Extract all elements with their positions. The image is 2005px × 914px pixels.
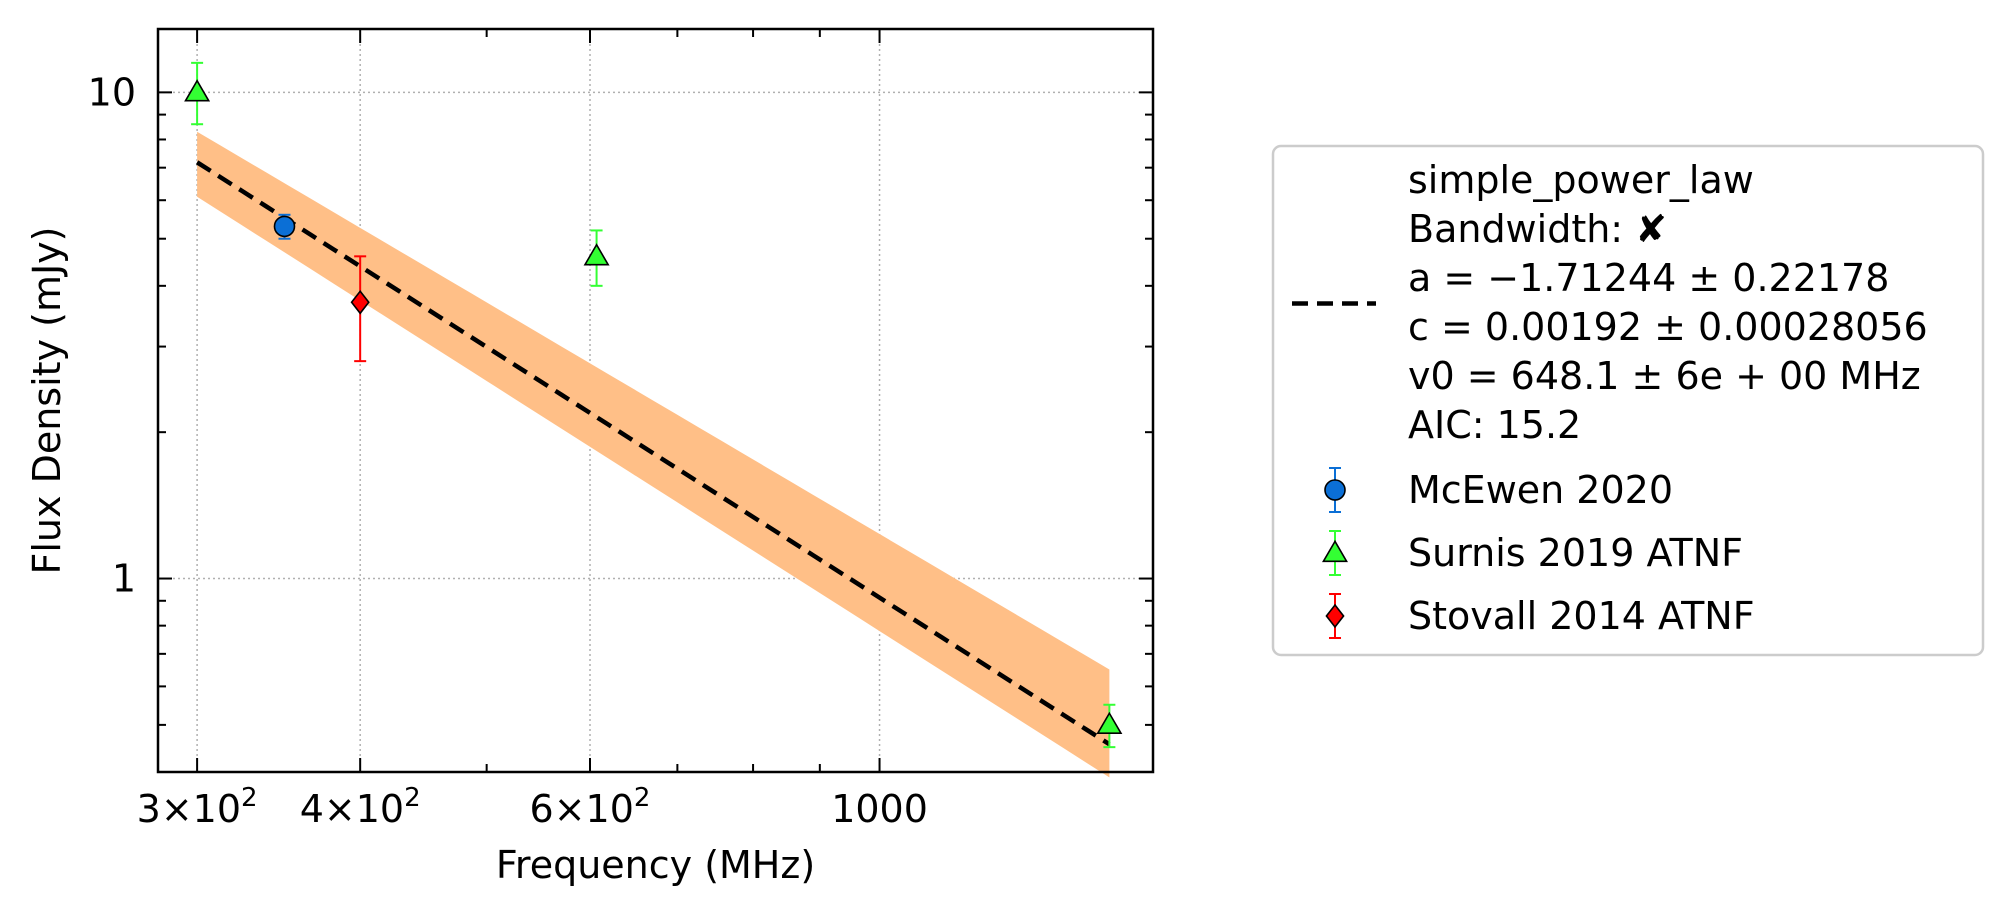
data-points	[184, 61, 1123, 749]
fit-line	[195, 160, 1111, 747]
legend-series-label: Stovall 2014 ATNF	[1408, 594, 1755, 638]
fit-uncertainty-band	[197, 131, 1110, 778]
data-point	[583, 243, 610, 266]
legend-marker	[1325, 603, 1345, 629]
y-tick-label: 1	[112, 557, 136, 601]
y-tick-label: 10	[88, 70, 136, 114]
axis-ticks	[158, 29, 1153, 773]
data-point	[1096, 711, 1123, 735]
legend-fit-name: simple_power_law	[1408, 158, 1754, 202]
x-tick-label: 3×102	[137, 783, 258, 831]
data-point	[184, 79, 211, 102]
data-point	[273, 215, 296, 238]
x-axis-label: Frequency (MHz)	[496, 843, 815, 887]
legend-marker	[1324, 479, 1346, 501]
legend-marker	[1322, 539, 1348, 563]
x-tick-label: 4×102	[300, 783, 421, 831]
axes-frame	[156, 27, 1155, 774]
legend-fit-line: c = 0.00192 ± 0.00028056	[1408, 305, 1928, 349]
legend-fit-line: AIC: 15.2	[1408, 403, 1581, 447]
legend-fit-line: Bandwidth: ✘	[1408, 207, 1667, 251]
plot-frame	[156, 27, 1155, 774]
legend-series-label: McEwen 2020	[1408, 468, 1673, 512]
legend-fit-line: v0 = 648.1 ± 6e + 00 MHz	[1408, 354, 1921, 398]
x-tick-label: 6×102	[530, 783, 651, 831]
x-tick-label: 1000	[831, 787, 928, 831]
legend-fit-line: a = −1.71244 ± 0.22178	[1408, 256, 1889, 300]
y-axis-label: Flux Density (mJy)	[25, 227, 69, 575]
legend-box	[1271, 144, 1985, 657]
data-point	[350, 289, 370, 315]
fit-line-path	[195, 160, 1111, 747]
fit-band	[197, 131, 1110, 778]
legend-series-label: Surnis 2019 ATNF	[1408, 531, 1743, 575]
legend: simple_power_law Bandwidth: ✘ a = −1.71244…	[1271, 144, 1985, 657]
tick-labels: 3×102 4×102 6×102 1000 1 10	[88, 70, 928, 831]
